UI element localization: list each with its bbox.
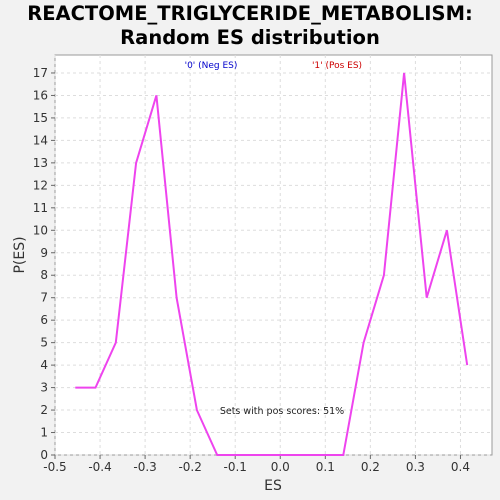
x-tick-label: -0.5 xyxy=(43,460,66,474)
y-tick-label: 9 xyxy=(40,246,48,260)
y-axis-title: P(ES) xyxy=(12,236,28,273)
x-tick-label: 0.2 xyxy=(361,460,380,474)
x-tick-label: -0.2 xyxy=(178,460,201,474)
y-tick-label: 16 xyxy=(33,88,48,102)
y-tick-label: 8 xyxy=(40,268,48,282)
y-tick-label: 11 xyxy=(33,201,48,215)
y-tick-label: 10 xyxy=(33,223,48,237)
x-tick-label: -0.4 xyxy=(88,460,111,474)
x-tick-label: -0.3 xyxy=(133,460,156,474)
grid-lines xyxy=(54,55,492,456)
axes xyxy=(51,72,461,459)
chart-title-line-1: REACTOME_TRIGLYCERIDE_METABOLISM: xyxy=(27,2,473,25)
y-tick-label: 0 xyxy=(40,448,48,462)
y-tick-label: 15 xyxy=(33,111,48,125)
y-tick-label: 5 xyxy=(40,336,48,350)
y-tick-label: 6 xyxy=(40,313,48,327)
chart-title-line-2: Random ES distribution xyxy=(120,26,380,49)
y-tick-label: 12 xyxy=(33,178,48,192)
x-tick-label: -0.1 xyxy=(223,460,246,474)
y-tick-label: 1 xyxy=(40,426,48,440)
x-tick-label: 0.0 xyxy=(271,460,290,474)
y-tick-label: 4 xyxy=(40,358,48,372)
y-tick-label: 3 xyxy=(40,381,48,395)
x-tick-label: 0.4 xyxy=(451,460,470,474)
legend-neg-es: '0' (Neg ES) xyxy=(185,61,238,71)
legend-pos-es: '1' (Pos ES) xyxy=(312,61,362,71)
y-tick-label: 13 xyxy=(33,156,48,170)
tick-labels: -0.5 -0.4 -0.3 -0.2 -0.1 0.0 0.1 0.2 0.3 0.401234… xyxy=(33,66,470,474)
x-tick-label: 0.3 xyxy=(406,460,425,474)
plot-area xyxy=(54,54,493,456)
y-tick-label: 17 xyxy=(33,66,48,80)
y-tick-label: 2 xyxy=(40,403,48,417)
y-tick-label: 7 xyxy=(40,291,48,305)
es-series-line xyxy=(75,72,469,456)
y-tick-label: 14 xyxy=(33,133,48,147)
x-tick-label: 0.1 xyxy=(316,460,335,474)
pos-scores-annotation: Sets with pos scores: 51% xyxy=(220,406,344,417)
chart-title: REACTOME_TRIGLYCERIDE_METABOLISM: Random… xyxy=(0,2,500,50)
x-axis-title: ES xyxy=(264,478,282,494)
